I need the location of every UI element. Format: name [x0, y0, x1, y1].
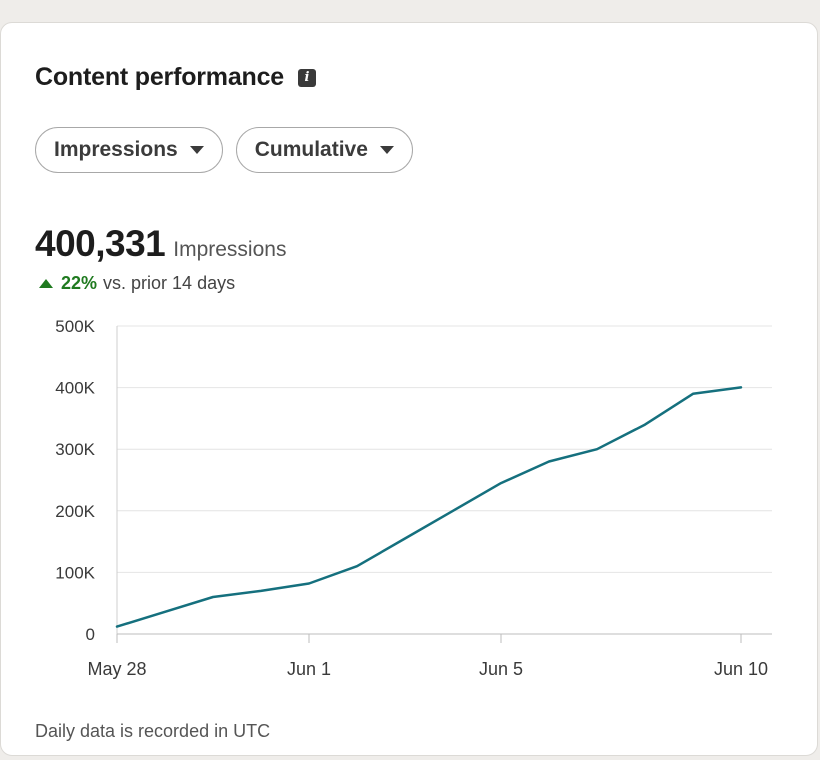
chevron-down-icon — [379, 146, 394, 154]
arrow-up-icon — [39, 279, 53, 288]
x-tick-label: Jun 10 — [714, 659, 768, 679]
content-performance-card: Content performance i Impressions Cumula… — [0, 22, 818, 756]
y-tick-label: 200K — [55, 502, 95, 521]
x-tick-label: Jun 1 — [287, 659, 331, 679]
impressions-series-line — [115, 386, 743, 628]
metric-dropdown[interactable]: Impressions — [35, 127, 223, 173]
info-icon[interactable]: i — [298, 68, 317, 87]
chevron-down-icon — [189, 146, 204, 154]
y-tick-label: 400K — [55, 379, 95, 398]
y-tick-label: 0 — [86, 625, 95, 644]
footnote: Daily data is recorded in UTC — [35, 721, 271, 741]
aggregation-dropdown-label: Cumulative — [254, 138, 368, 161]
filter-row: Impressions Cumulative — [35, 127, 413, 173]
y-tick-label: 300K — [55, 440, 95, 459]
metric-dropdown-label: Impressions — [54, 138, 178, 161]
change-comparison: vs. prior 14 days — [103, 273, 236, 293]
metric-value: 400,331 — [35, 223, 166, 264]
title-row: Content performance i — [35, 63, 317, 92]
metric-summary: 400,331 Impressions — [35, 223, 286, 265]
y-tick-label: 100K — [55, 563, 95, 582]
change-indicator: 22% vs. prior 14 days — [39, 273, 235, 294]
metric-label: Impressions — [173, 238, 287, 261]
aggregation-dropdown[interactable]: Cumulative — [235, 127, 413, 173]
change-percent: 22% — [61, 273, 98, 293]
impressions-line-chart: 0 100K 200K 300K 400K 500K May 28 Jun 1 Jun 5 Jun… — [55, 317, 772, 679]
x-tick-label: Jun 5 — [479, 659, 523, 679]
x-tick-label: May 28 — [87, 659, 146, 679]
card-title: Content performance — [35, 63, 285, 91]
y-tick-label: 500K — [55, 317, 95, 336]
